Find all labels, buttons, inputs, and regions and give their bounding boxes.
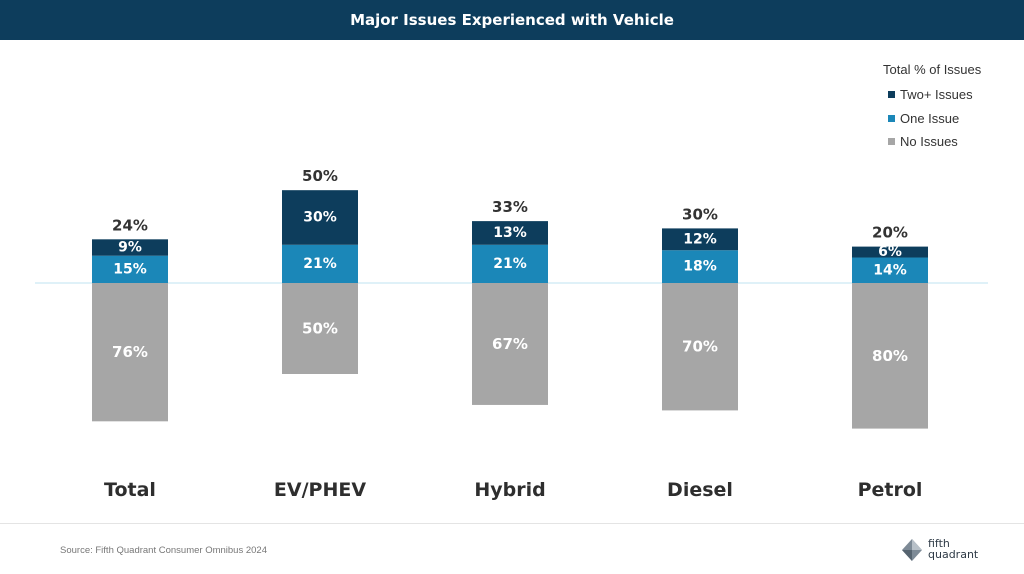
total-label-hybrid: 33% bbox=[492, 198, 528, 216]
data-label-hybrid-one-issue: 21% bbox=[493, 256, 527, 272]
data-label-hybrid-two-issues: 13% bbox=[493, 225, 527, 241]
data-label-petrol-one-issue: 14% bbox=[873, 262, 907, 278]
bar-ev-phev-no-issues bbox=[282, 283, 358, 374]
logo-wordmark: fifth quadrant bbox=[928, 538, 978, 560]
category-label-hybrid: Hybrid bbox=[474, 479, 545, 501]
bar-total-no-issues bbox=[92, 283, 168, 422]
category-label-total: Total bbox=[104, 479, 156, 501]
legend-swatch-two-plus bbox=[888, 91, 895, 99]
footer-divider bbox=[0, 523, 1024, 524]
chart-plot: 15% 9% 24% 76% Total 21% 30% 50% 50% EV/PHEV 21% 13… bbox=[35, 167, 988, 501]
total-label-total: 24% bbox=[112, 216, 148, 234]
data-label-ev-phev-one-issue: 21% bbox=[303, 256, 337, 272]
total-label-petrol: 20% bbox=[872, 224, 908, 242]
fifth-quadrant-logo: fifth quadrant bbox=[900, 536, 990, 566]
data-label-petrol-two-issues: 6% bbox=[878, 244, 902, 260]
legend-label-two-plus: Two+ Issues bbox=[900, 87, 973, 103]
data-label-total-one-issue: 15% bbox=[113, 261, 147, 277]
bar-diesel-no-issues bbox=[662, 283, 738, 411]
legend: Total % of Issues Two+ Issues One Issue … bbox=[870, 62, 981, 154]
legend-item-no-issues: No Issues bbox=[870, 130, 981, 154]
total-label-diesel: 30% bbox=[682, 205, 718, 223]
legend-heading: Total % of Issues bbox=[883, 62, 982, 77]
chart-title: Major Issues Experienced with Vehicle bbox=[350, 11, 674, 29]
logo-diamond-icon bbox=[902, 539, 922, 561]
bar-hybrid-no-issues bbox=[472, 283, 548, 405]
bar-hybrid-two-issues bbox=[472, 221, 548, 245]
bar-ev-phev-one-issue bbox=[282, 244, 358, 283]
bar-petrol-no-issues bbox=[852, 283, 928, 429]
data-label-ev-phev-no-issues: 50% bbox=[302, 320, 338, 338]
data-label-diesel-one-issue: 18% bbox=[683, 259, 717, 275]
bar-hybrid-one-issue bbox=[472, 244, 548, 283]
legend-swatch-no-issues bbox=[888, 138, 895, 146]
bar-total-two-issues bbox=[92, 239, 168, 256]
data-label-total-two-issues: 9% bbox=[118, 240, 142, 256]
data-label-diesel-two-issues: 12% bbox=[683, 231, 717, 247]
chart-title-bar: Major Issues Experienced with Vehicle bbox=[0, 0, 1024, 40]
data-label-ev-phev-two-issues: 30% bbox=[303, 209, 337, 225]
category-label-petrol: Petrol bbox=[858, 479, 923, 501]
legend-swatch-one-issue bbox=[888, 114, 895, 122]
data-label-petrol-no-issues: 80% bbox=[872, 347, 908, 365]
source-note: Source: Fifth Quadrant Consumer Omnibus … bbox=[60, 545, 267, 556]
legend-item-one-issue: One Issue bbox=[870, 107, 981, 131]
total-label-ev-phev: 50% bbox=[302, 167, 338, 185]
bar-petrol-one-issue bbox=[852, 257, 928, 283]
data-label-diesel-no-issues: 70% bbox=[682, 338, 718, 356]
bar-diesel-two-issues bbox=[662, 228, 738, 251]
legend-label-one-issue: One Issue bbox=[900, 110, 960, 126]
data-label-hybrid-no-issues: 67% bbox=[492, 335, 528, 353]
logo-line-1: fifth bbox=[928, 537, 950, 550]
logo-line-2: quadrant bbox=[928, 548, 979, 561]
legend-item-two-plus-issues: Two+ Issues bbox=[870, 83, 981, 107]
bar-diesel-one-issue bbox=[662, 250, 738, 283]
category-label-ev-phev: EV/PHEV bbox=[274, 479, 366, 501]
legend-label-no-issues: No Issues bbox=[900, 134, 958, 150]
category-label-diesel: Diesel bbox=[667, 479, 733, 501]
bar-petrol-two-issues bbox=[852, 246, 928, 258]
bar-total-one-issue bbox=[92, 255, 168, 283]
data-label-total-no-issues: 76% bbox=[112, 343, 148, 361]
bar-ev-phev-two-issues bbox=[282, 190, 358, 245]
